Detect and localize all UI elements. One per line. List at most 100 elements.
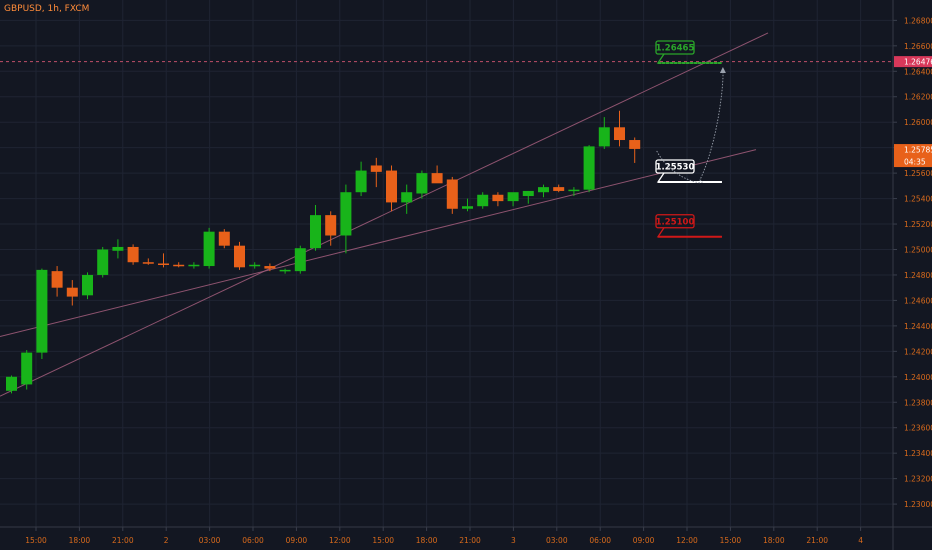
- candle-body: [142, 262, 154, 264]
- alert-price-tag-label: 1.26476: [904, 58, 932, 67]
- projection-path: [656, 70, 724, 184]
- candle-body: [568, 189, 580, 192]
- candle-body: [173, 264, 185, 267]
- candle: [203, 227, 215, 269]
- y-tick-label: 1.23800: [904, 398, 932, 407]
- x-tick-label: 15:00: [720, 536, 742, 545]
- candle-body: [97, 249, 109, 275]
- x-tick-label: 3: [511, 536, 516, 545]
- y-tick-label: 1.25400: [904, 195, 932, 204]
- y-tick-label: 1.24000: [904, 373, 932, 382]
- candle: [507, 192, 519, 207]
- candle: [446, 176, 458, 214]
- y-tick-label: 1.26000: [904, 118, 932, 127]
- candle: [127, 244, 139, 265]
- candle: [21, 350, 33, 390]
- candle: [173, 262, 185, 268]
- candle-body: [112, 246, 124, 251]
- x-tick-label: 21:00: [459, 536, 481, 545]
- candle: [218, 229, 230, 249]
- candle-body: [538, 187, 549, 193]
- candle-body: [522, 190, 534, 197]
- candle: [340, 184, 352, 254]
- candle: [598, 117, 610, 149]
- candle: [568, 187, 580, 197]
- y-tick-label: 1.23200: [904, 475, 932, 484]
- alert-price-tag: 1.26476: [894, 56, 932, 68]
- candle-body: [51, 271, 63, 288]
- y-tick-label: 1.24400: [904, 322, 932, 331]
- y-tick-label: 1.23600: [904, 424, 932, 433]
- y-tick-label: 1.25600: [904, 169, 932, 178]
- stop-level-label: 1.25100: [656, 217, 695, 227]
- candle-body: [340, 192, 352, 236]
- symbol-label: GBPUSD, 1h, FXCM: [4, 4, 90, 14]
- target-callout-pointer: [656, 53, 722, 64]
- x-tick-label: 18:00: [69, 536, 91, 545]
- candle: [386, 165, 397, 212]
- candle-body: [416, 173, 428, 194]
- current-price-tag-bg: [894, 144, 932, 168]
- candle-body: [370, 165, 382, 172]
- candle-body: [355, 170, 367, 193]
- x-tick-label: 15:00: [372, 536, 394, 545]
- x-tick-label: 12:00: [676, 536, 698, 545]
- x-tick-label: 15:00: [25, 536, 47, 545]
- candle-body: [158, 263, 169, 265]
- x-tick-label: 06:00: [242, 536, 264, 545]
- candle-body: [127, 246, 139, 263]
- candle: [279, 268, 291, 274]
- x-tick-label: 09:00: [286, 536, 308, 545]
- x-tick-label: 21:00: [806, 536, 828, 545]
- candle: [416, 170, 428, 199]
- y-tick-label: 1.26600: [904, 42, 932, 51]
- x-tick-label: 09:00: [633, 536, 655, 545]
- candle: [310, 204, 321, 251]
- current-price-tag-countdown: 04:35: [904, 158, 926, 167]
- stop-label-box: [655, 214, 695, 229]
- entry-level: 1.25530: [655, 159, 722, 184]
- candle: [158, 253, 169, 268]
- candle-body: [188, 264, 200, 267]
- current-price-tag-label: 1.25785: [904, 146, 932, 155]
- candle-body: [36, 269, 48, 353]
- y-tick-label: 1.24800: [904, 271, 932, 280]
- candle: [249, 262, 261, 269]
- candle-body: [386, 170, 397, 203]
- candle: [325, 211, 337, 246]
- current-price-tag: 1.25785 04:35: [894, 144, 932, 168]
- candle: [234, 241, 245, 270]
- candle-body: [264, 266, 276, 269]
- y-tick-label: 1.23000: [904, 500, 932, 509]
- y-tick-label: 1.26200: [904, 93, 932, 102]
- candle: [112, 239, 124, 259]
- stop-level: 1.25100: [655, 214, 722, 238]
- x-tick-label: 18:00: [416, 536, 438, 545]
- candle-body: [6, 376, 17, 391]
- candle-body: [325, 215, 337, 236]
- trendline-upper: [0, 149, 757, 337]
- x-tick-label: 03:00: [199, 536, 221, 545]
- candle: [462, 198, 473, 212]
- x-tick-label: 2: [164, 536, 169, 545]
- candle-body: [553, 187, 565, 191]
- candle-body: [279, 269, 291, 272]
- target-level: 1.26465: [655, 40, 722, 65]
- candle-body: [82, 274, 93, 296]
- candle: [431, 165, 443, 184]
- candle: [82, 272, 93, 300]
- target-level-label: 1.26465: [656, 44, 695, 54]
- candle-body: [614, 127, 625, 141]
- x-tick-label: 03:00: [546, 536, 568, 545]
- candle: [51, 266, 63, 297]
- candle-body: [598, 127, 610, 147]
- candle-body: [234, 245, 245, 268]
- candle-body: [492, 194, 504, 202]
- y-tick-label: 1.23400: [904, 449, 932, 458]
- candle-body: [310, 215, 321, 249]
- x-tick-label: 21:00: [112, 536, 134, 545]
- target-label-box: [655, 40, 695, 55]
- entry-callout-pointer: [656, 172, 722, 183]
